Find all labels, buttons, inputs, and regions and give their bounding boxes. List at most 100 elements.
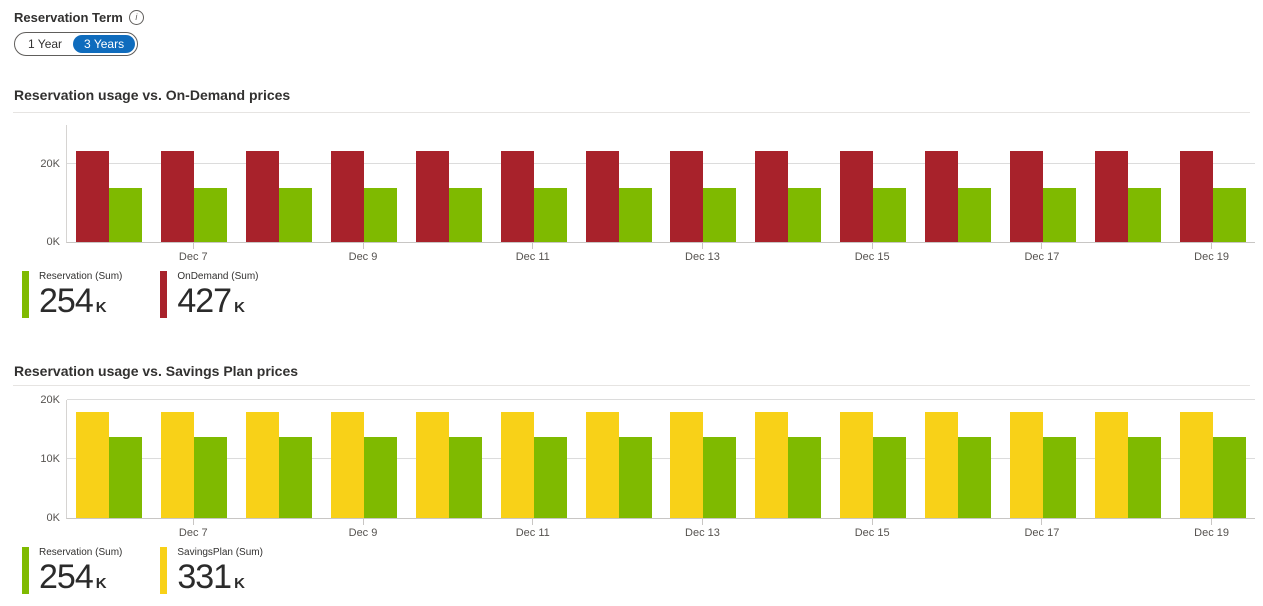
legend-label: Reservation (Sum) <box>39 271 123 282</box>
reservation-bar[interactable] <box>788 436 822 518</box>
ondemand-bar[interactable] <box>1094 151 1128 242</box>
legend-label: SavingsPlan (Sum) <box>177 547 263 558</box>
savingsplan-bar[interactable] <box>840 411 874 518</box>
x-axis-cell <box>236 519 321 543</box>
y-tick-label: 20K <box>40 394 60 406</box>
bar-group <box>831 400 916 518</box>
bar-group <box>1170 125 1255 242</box>
ondemand-bar[interactable] <box>1179 151 1213 242</box>
toggle-option-3-years[interactable]: 3 Years <box>73 35 136 53</box>
reservation-bar[interactable] <box>533 188 567 242</box>
x-axis-cell <box>915 243 1000 267</box>
ondemand-bar[interactable] <box>415 151 449 242</box>
chart1-legend: Reservation (Sum) 254 K OnDemand (Sum) 42… <box>22 271 259 326</box>
x-tick <box>701 519 703 525</box>
ondemand-bar[interactable] <box>840 151 874 242</box>
x-axis-cell: Dec 13 <box>660 519 745 543</box>
bar-group <box>661 125 746 242</box>
x-axis-cell <box>745 519 830 543</box>
ondemand-bar[interactable] <box>246 151 280 242</box>
reservation-bar[interactable] <box>873 188 907 242</box>
reservation-bar[interactable] <box>873 436 907 518</box>
chart1-y-axis: 0K 20K <box>0 125 60 248</box>
reservation-bar[interactable] <box>618 188 652 242</box>
reservation-bar[interactable] <box>194 436 228 518</box>
savingsplan-bar[interactable] <box>1179 411 1213 518</box>
x-tick <box>1041 519 1043 525</box>
reservation-bar[interactable] <box>279 188 313 242</box>
savingsplan-bar[interactable] <box>670 411 704 518</box>
savingsplan-bar[interactable] <box>246 411 280 518</box>
y-tick-label: 10K <box>40 453 60 465</box>
x-axis-cell <box>1084 243 1169 267</box>
savingsplan-bar[interactable] <box>925 411 959 518</box>
reservation-bar[interactable] <box>1042 188 1076 242</box>
savingsplan-bar[interactable] <box>1009 411 1043 518</box>
reservation-bar[interactable] <box>109 436 143 518</box>
savingsplan-bar[interactable] <box>331 411 364 518</box>
reservation-legend-swatch <box>22 547 29 594</box>
ondemand-bar[interactable] <box>500 151 534 242</box>
x-axis-cell <box>66 243 151 267</box>
ondemand-bar[interactable] <box>670 151 704 242</box>
reservation-bar[interactable] <box>618 436 652 518</box>
reservation-bar[interactable] <box>958 436 992 518</box>
x-tick-label: Dec 9 <box>348 251 378 263</box>
savingsplan-bar[interactable] <box>585 411 619 518</box>
bar-group <box>661 400 746 518</box>
chart1-plot-area <box>66 125 1255 243</box>
ondemand-bar[interactable] <box>755 151 789 242</box>
reservation-bar[interactable] <box>194 188 228 242</box>
gridline-10K <box>67 458 1255 459</box>
gridline-20K <box>67 163 1255 165</box>
reservation-bar[interactable] <box>703 188 737 242</box>
x-tick-label: Dec 13 <box>685 251 720 263</box>
reservation-bar[interactable] <box>1042 436 1076 518</box>
info-icon[interactable]: i <box>128 10 144 25</box>
x-axis-cell: Dec 15 <box>830 243 915 267</box>
savingsplan-bar[interactable] <box>76 411 110 518</box>
ondemand-bar[interactable] <box>1009 151 1043 242</box>
ondemand-bar[interactable] <box>161 151 195 242</box>
legend-label: OnDemand (Sum) <box>177 271 259 282</box>
reservation-bar[interactable] <box>364 436 397 518</box>
reservation-bar[interactable] <box>788 188 822 242</box>
reservation-bar[interactable] <box>448 188 482 242</box>
bar-group <box>746 125 831 242</box>
bar-group <box>491 400 576 518</box>
ondemand-bar[interactable] <box>585 151 619 242</box>
reservation-bar[interactable] <box>703 436 737 518</box>
reservation-bar[interactable] <box>1212 188 1246 242</box>
reservation-bar[interactable] <box>448 436 482 518</box>
toggle-option-1-year[interactable]: 1 Year <box>17 35 73 53</box>
savingsplan-bar[interactable] <box>755 411 789 518</box>
x-axis-cell <box>915 519 1000 543</box>
bar-group <box>322 400 407 518</box>
x-axis-cell <box>575 243 660 267</box>
ondemand-bar[interactable] <box>925 151 959 242</box>
reservation-bar[interactable] <box>109 188 143 242</box>
chart2-title: Reservation usage vs. Savings Plan price… <box>14 363 299 379</box>
x-tick <box>532 243 534 249</box>
ondemand-bar[interactable] <box>76 151 110 242</box>
reservation-bar[interactable] <box>1127 436 1161 518</box>
x-axis-cell: Dec 13 <box>660 243 745 267</box>
savingsplan-bar[interactable] <box>1094 411 1128 518</box>
reservation-term-control: Reservation Term i <box>14 10 144 25</box>
reservation-bar[interactable] <box>533 436 567 518</box>
reservation-bar[interactable] <box>364 188 397 242</box>
reservation-bar[interactable] <box>279 436 313 518</box>
savingsplan-bar[interactable] <box>161 411 195 518</box>
reservation-bar[interactable] <box>1127 188 1161 242</box>
savingsplan-bar[interactable] <box>415 411 449 518</box>
reservation-bar[interactable] <box>1212 436 1246 518</box>
reservation-bar[interactable] <box>958 188 992 242</box>
ondemand-bar[interactable] <box>331 151 364 242</box>
x-tick <box>1211 243 1213 249</box>
bar-group <box>237 400 322 518</box>
savingsplan-bar[interactable] <box>500 411 534 518</box>
legend-value: 254 K <box>39 558 107 596</box>
legend-item-reservation: Reservation (Sum) 254 K <box>22 271 122 326</box>
x-axis-cell: Dec 19 <box>1169 243 1254 267</box>
x-tick-label: Dec 11 <box>515 527 550 539</box>
